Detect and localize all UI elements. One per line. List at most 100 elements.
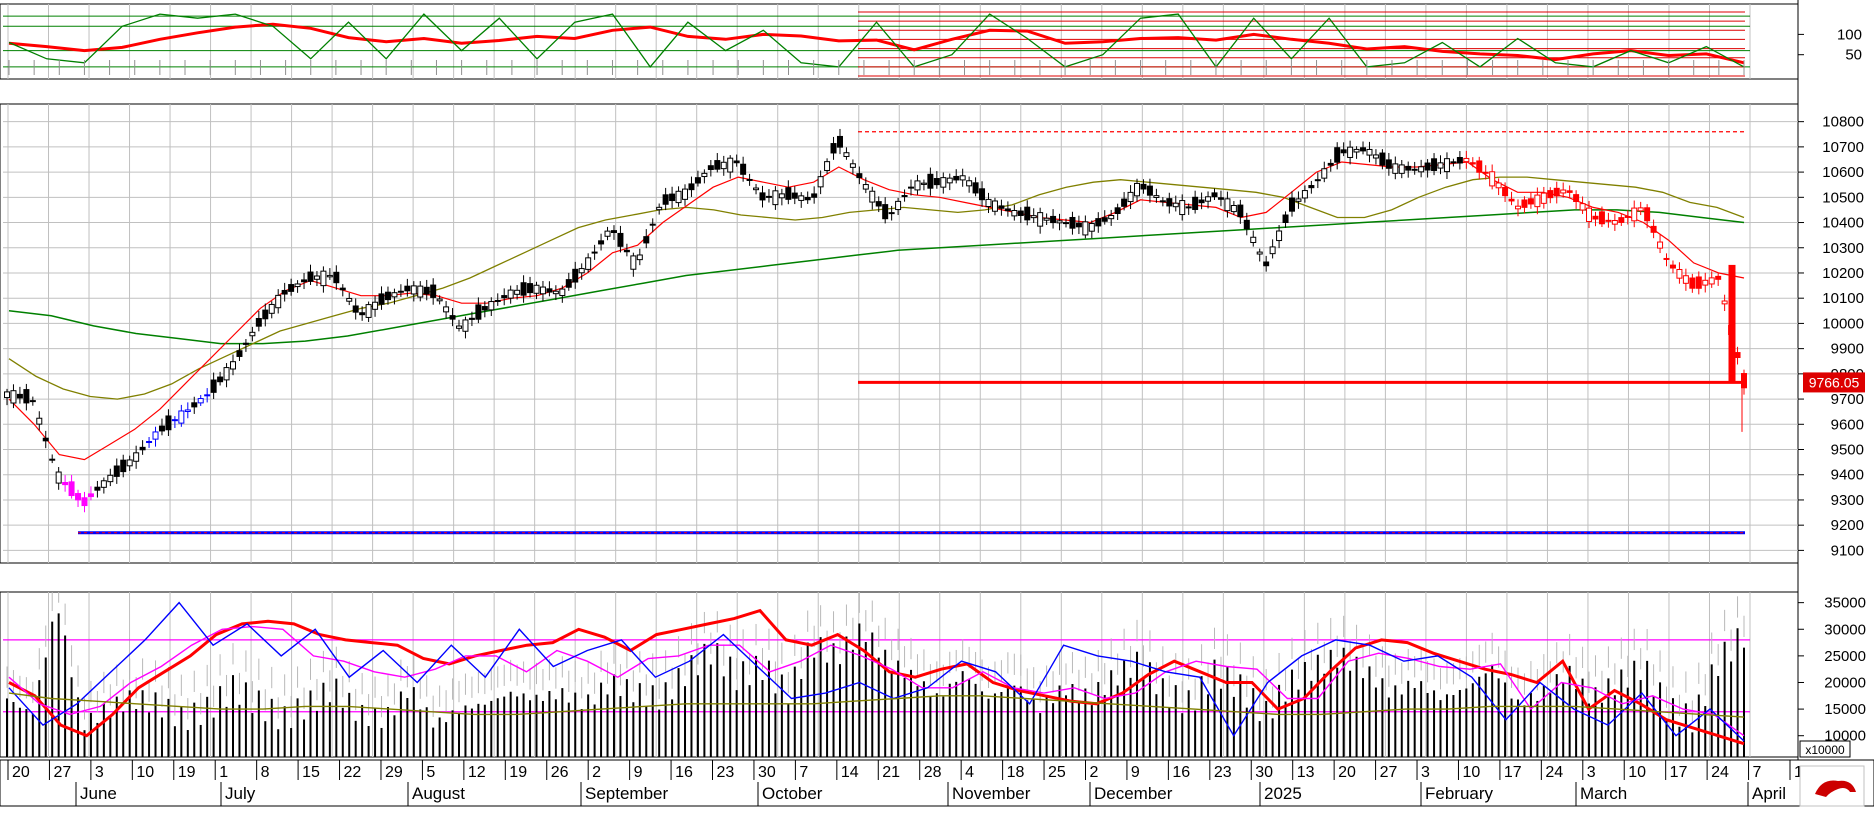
candle-body (139, 446, 146, 451)
candle-body (397, 290, 404, 293)
candle-body (1566, 190, 1573, 193)
candle-body (527, 283, 534, 294)
candle-body (1437, 162, 1444, 169)
candle-body (262, 309, 269, 320)
price-tick-label: 10100 (1822, 290, 1864, 307)
candle-body (1340, 149, 1347, 154)
candle-body (326, 274, 333, 278)
candle-body (339, 287, 346, 291)
price-tick-label: 10800 (1822, 114, 1864, 131)
x-day-label: 23 (1214, 764, 1232, 781)
candle-body (365, 304, 372, 318)
candle-body (830, 143, 837, 154)
candle-body (836, 135, 843, 148)
candle-body (604, 230, 611, 237)
current-value-box (1803, 372, 1865, 393)
ma-slow-line (8, 209, 1745, 345)
price-tick-label: 10500 (1822, 189, 1864, 206)
x-day-label: 17 (1504, 764, 1522, 781)
candle-body (514, 289, 521, 295)
x-month-label: April (1752, 784, 1786, 803)
candle-body (1030, 215, 1037, 219)
x-day-label: 15 (302, 764, 320, 781)
price-panel (4, 128, 1747, 535)
candle-body (1624, 215, 1631, 218)
x-day-label: 3 (1421, 764, 1430, 781)
candle-body (1185, 206, 1192, 209)
candle-body (701, 172, 708, 178)
x-day-label: 16 (675, 764, 693, 781)
candle-body (120, 459, 127, 473)
candle-body (1431, 158, 1438, 171)
candle-body (1450, 161, 1457, 164)
candle-body (184, 409, 191, 413)
x-day-label: 29 (385, 764, 403, 781)
candle-body (1521, 199, 1528, 208)
x-day-label: 24 (1545, 764, 1563, 781)
candle-body (1734, 352, 1741, 358)
candle-body (133, 452, 140, 462)
candle-body (359, 312, 366, 316)
candle-body (1669, 264, 1676, 269)
candle-body (991, 200, 998, 212)
candle-body (94, 486, 101, 491)
candle-body (1082, 221, 1089, 236)
candle-body (882, 204, 889, 220)
candle-body (1101, 217, 1108, 222)
candle-body (1598, 211, 1605, 225)
candle-body (1379, 152, 1386, 166)
x-day-label: 18 (1007, 764, 1025, 781)
x-day-label: 8 (261, 764, 270, 781)
axes: 5010091009200930094009500960097009800990… (1798, 26, 1866, 758)
candle-body (1579, 203, 1586, 211)
candle-body (656, 206, 663, 211)
candle-body (1657, 241, 1664, 249)
x-day-label: 1 (1794, 764, 1803, 781)
candle-body (869, 190, 876, 203)
volume-tick-label: 25000 (1824, 648, 1866, 665)
corner-logo[interactable] (1799, 765, 1865, 807)
candle-body (1217, 197, 1224, 200)
candle-body (1172, 202, 1179, 208)
candle-body (1230, 204, 1237, 213)
volume-indicator-line (8, 608, 1745, 746)
candle-body (901, 195, 908, 198)
candle-body (507, 289, 514, 299)
candle-body (753, 187, 760, 191)
candle-body (1547, 190, 1554, 199)
candle-body (1179, 200, 1186, 216)
candle-body (16, 393, 23, 399)
candle-body (598, 240, 605, 245)
candle-body (1489, 171, 1496, 187)
candle-body (384, 291, 391, 301)
candle-body (1689, 277, 1696, 289)
candle-body (1308, 185, 1315, 189)
x-month-label: March (1580, 784, 1627, 803)
candle-body (843, 152, 850, 157)
candle-body (1159, 200, 1166, 203)
candle-body (1017, 210, 1024, 216)
candle-body (1347, 146, 1354, 158)
x-month-label: September (585, 784, 668, 803)
candle-body (1288, 197, 1295, 212)
candle-body (1095, 218, 1102, 227)
candle-body (927, 173, 934, 189)
x-day-label: 10 (1628, 764, 1646, 781)
candle-body (1721, 300, 1728, 305)
x-day-label: 1 (219, 764, 228, 781)
candle-body (281, 289, 288, 295)
candle-body (1237, 204, 1244, 218)
oscillator-tick-label: 50 (1845, 47, 1862, 64)
candle-body (352, 305, 359, 313)
candle-body (959, 175, 966, 181)
volume-unit-label: x10000 (1805, 743, 1845, 757)
x-day-label: 25 (1048, 764, 1066, 781)
price-tick-label: 10600 (1822, 164, 1864, 181)
candle-body (494, 299, 501, 302)
volume-tick-label: 10000 (1824, 728, 1866, 745)
x-day-label: 26 (551, 764, 569, 781)
candle-body (456, 325, 463, 329)
candle-body (29, 400, 36, 403)
candle-body (62, 481, 69, 486)
candle-body (985, 198, 992, 208)
